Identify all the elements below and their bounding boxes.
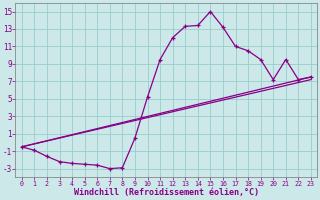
X-axis label: Windchill (Refroidissement éolien,°C): Windchill (Refroidissement éolien,°C) <box>74 188 259 197</box>
